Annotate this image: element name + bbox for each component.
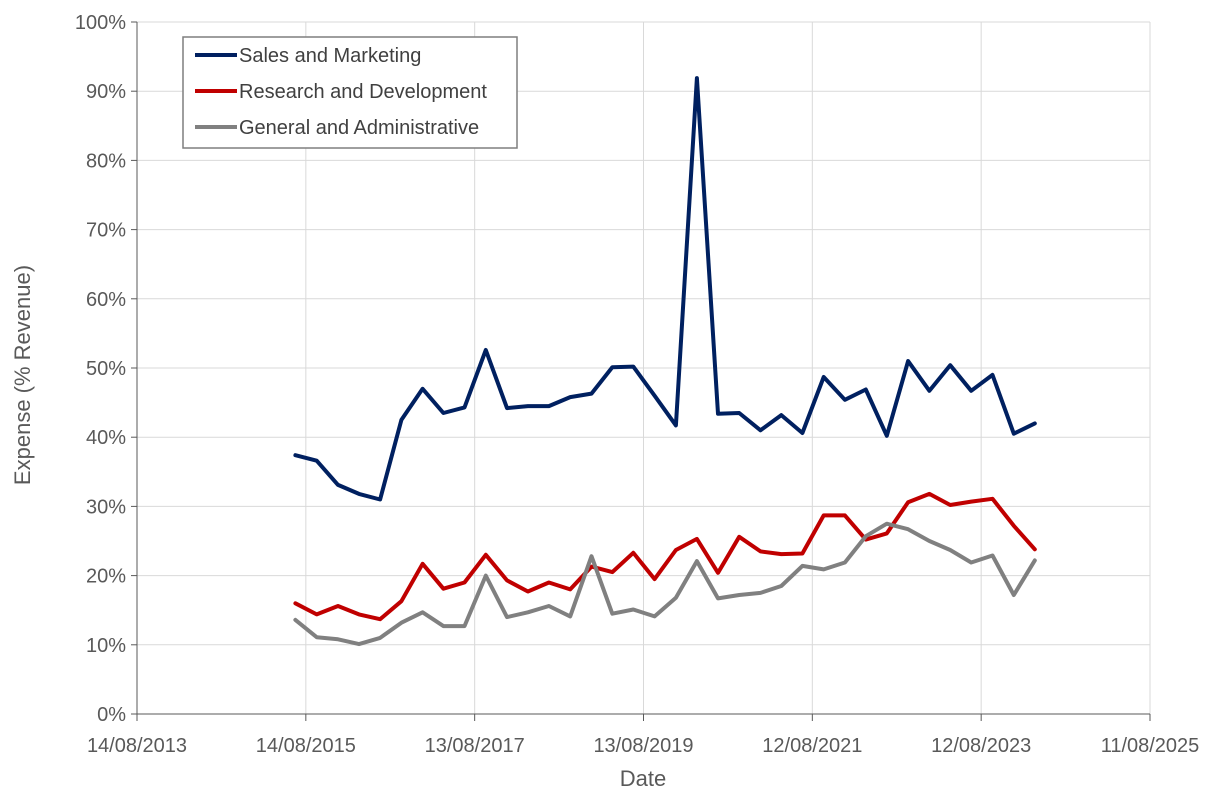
x-tick-label: 12/08/2021 xyxy=(762,735,862,757)
legend: Sales and Marketing Research and Develop… xyxy=(182,36,518,149)
series-lines xyxy=(293,76,1037,647)
legend-label-research-development: Research and Development xyxy=(239,81,487,103)
x-tick-label: 14/08/2015 xyxy=(256,735,356,757)
x-tick-label: 14/08/2013 xyxy=(87,735,187,757)
x-tick-label: 13/08/2019 xyxy=(593,735,693,757)
x-tick-label: 13/08/2017 xyxy=(425,735,525,757)
legend-label-general-administrative: General and Administrative xyxy=(239,117,479,139)
series-line-general-administrative xyxy=(293,521,1037,647)
x-tick-label: 11/08/2025 xyxy=(1101,735,1200,757)
x-axis-title: Date xyxy=(620,766,666,791)
legend-label-sales-marketing: Sales and Marketing xyxy=(239,45,421,67)
y-tick-label: 10% xyxy=(86,635,126,657)
legend-box xyxy=(182,36,518,149)
y-tick-label: 100% xyxy=(75,12,126,34)
tick-labels: 0% 10% 20% 30% 40% 50% 60% 70% 80% 90% 100% 14/08/2… xyxy=(75,12,1199,757)
y-tick-label: 30% xyxy=(86,496,126,518)
y-tick-label: 80% xyxy=(86,150,126,172)
series-line-sales-marketing xyxy=(293,76,1037,502)
y-axis-title: Expense (% Revenue) xyxy=(10,265,35,485)
y-tick-label: 60% xyxy=(86,289,126,311)
y-tick-label: 20% xyxy=(86,566,126,588)
axes xyxy=(131,21,1151,721)
y-tick-label: 40% xyxy=(86,427,126,449)
y-tick-label: 50% xyxy=(86,358,126,380)
y-tick-label: 0% xyxy=(97,704,126,726)
x-tick-label: 12/08/2023 xyxy=(931,735,1031,757)
y-tick-label: 90% xyxy=(86,81,126,103)
series-line-research-development xyxy=(293,491,1037,622)
y-tick-label: 70% xyxy=(86,220,126,242)
